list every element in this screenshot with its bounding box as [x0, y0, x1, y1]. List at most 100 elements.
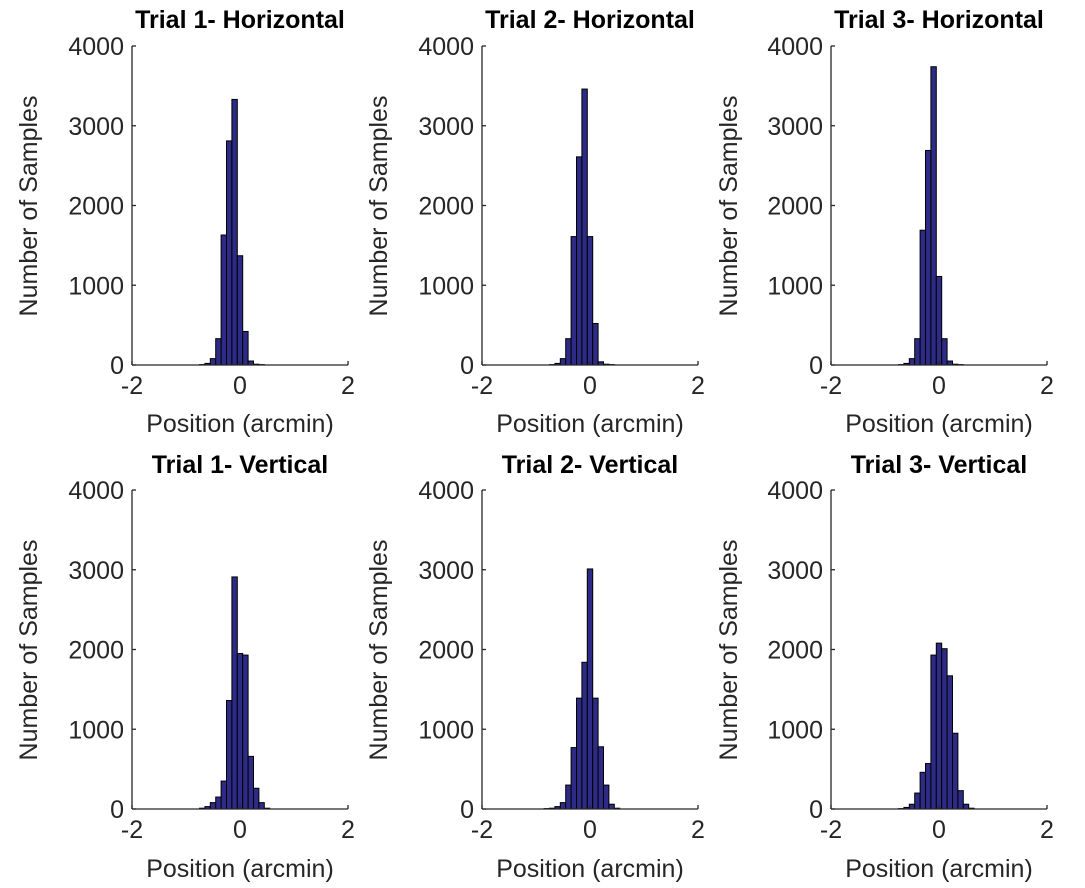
histogram-bar	[941, 338, 948, 366]
y-tick-label: 2000	[767, 637, 823, 665]
histogram-bar	[565, 338, 572, 366]
y-tick-label: 4000	[418, 33, 474, 61]
histogram-bar	[608, 803, 615, 810]
x-tick-label: 0	[583, 372, 597, 400]
y-tick-label: 1000	[418, 272, 474, 300]
histogram-bar	[581, 88, 588, 366]
x-axis-label: Position (arcmin)	[845, 410, 1033, 438]
y-tick-label: 0	[110, 352, 124, 380]
x-tick-label: -2	[820, 816, 842, 844]
y-tick-label: 4000	[68, 477, 124, 505]
y-tick-label: 3000	[418, 557, 474, 585]
y-tick-label: 3000	[418, 113, 474, 141]
histogram-bar	[946, 675, 953, 810]
y-tick-label: 2000	[68, 193, 124, 221]
x-tick-label: 2	[341, 816, 355, 844]
histogram-bar	[586, 568, 594, 810]
histogram-bar	[570, 236, 577, 366]
histogram-bar	[930, 654, 937, 810]
y-tick-label: 1000	[68, 716, 124, 744]
y-tick-label: 1000	[767, 272, 823, 300]
histogram-bar	[952, 732, 959, 810]
y-tick-label: 4000	[767, 477, 823, 505]
panel-title: Trial 1- Vertical	[152, 451, 329, 479]
histogram-bar	[231, 98, 238, 366]
histogram-bar	[908, 803, 916, 810]
y-tick-label: 0	[809, 796, 823, 824]
histogram-bar	[930, 66, 937, 366]
y-tick-label: 2000	[418, 637, 474, 665]
histogram-bar	[957, 790, 964, 810]
y-tick-label: 1000	[418, 716, 474, 744]
x-tick-label: -2	[471, 372, 493, 400]
y-axis-label: Number of Samples	[715, 540, 743, 761]
x-tick-label: -2	[820, 372, 842, 400]
x-tick-label: 0	[233, 816, 247, 844]
panel-title: Trial 2- Vertical	[502, 451, 679, 479]
histogram-bar	[581, 661, 588, 810]
histogram-bar	[925, 149, 932, 366]
x-axis-label: Position (arcmin)	[496, 410, 684, 438]
histogram-bar	[559, 802, 567, 810]
histogram-bar	[919, 229, 926, 366]
histogram-bar	[215, 338, 222, 366]
histogram-bar	[908, 358, 916, 366]
y-tick-label: 2000	[418, 193, 474, 221]
histogram-bar	[253, 787, 260, 810]
y-tick-label: 2000	[767, 193, 823, 221]
histogram-bar	[592, 323, 599, 366]
x-tick-label: -2	[121, 372, 143, 400]
histogram-bar	[559, 358, 567, 366]
x-tick-label: 0	[932, 816, 946, 844]
histogram-bar	[236, 255, 244, 366]
x-axis-label: Position (arcmin)	[146, 410, 334, 438]
histogram-bar	[941, 648, 948, 810]
x-axis-label: Position (arcmin)	[146, 855, 334, 883]
y-axis-label: Number of Samples	[365, 540, 393, 761]
histogram-bar	[226, 140, 233, 366]
x-tick-label: -2	[471, 816, 493, 844]
histogram-bar	[242, 654, 249, 810]
y-axis-label: Number of Samples	[715, 96, 743, 317]
histogram-bar	[586, 236, 594, 366]
y-tick-label: 4000	[68, 33, 124, 61]
histogram-bar	[258, 802, 265, 810]
histogram-bar	[597, 746, 604, 810]
y-axis-label: Number of Samples	[15, 540, 43, 761]
histogram-bar	[919, 771, 926, 810]
histogram-bar	[220, 780, 228, 810]
y-axis-label: Number of Samples	[365, 96, 393, 317]
histogram-bar	[603, 784, 610, 810]
histogram-bar	[935, 642, 943, 810]
histogram-bar	[962, 803, 970, 810]
histogram-bar	[925, 763, 932, 810]
histogram-bar	[570, 747, 577, 810]
x-tick-label: 2	[1040, 372, 1054, 400]
histogram-bar	[914, 338, 921, 366]
histogram-bar	[226, 700, 233, 810]
panel-title: Trial 1- Horizontal	[135, 6, 345, 34]
x-tick-label: 2	[341, 372, 355, 400]
panel-title: Trial 3- Vertical	[851, 451, 1028, 479]
x-tick-label: 2	[691, 816, 705, 844]
histogram-bar	[576, 697, 583, 810]
y-tick-label: 2000	[68, 637, 124, 665]
histogram-bar	[236, 652, 244, 810]
histogram-bar	[565, 784, 572, 810]
panel-trial3-vertical: Trial 3- Vertical Position (arcmin) Numb…	[715, 451, 1054, 883]
y-tick-label: 1000	[767, 716, 823, 744]
panel-trial2-horizontal: Trial 2- Horizontal Position (arcmin) Nu…	[365, 6, 705, 438]
histogram-bar	[220, 234, 228, 366]
x-tick-label: 0	[233, 372, 247, 400]
x-tick-label: 2	[691, 372, 705, 400]
y-tick-label: 1000	[68, 272, 124, 300]
histogram-bar	[209, 358, 217, 366]
y-axis-label: Number of Samples	[15, 96, 43, 317]
panel-trial2-vertical: Trial 2- Vertical Position (arcmin) Numb…	[365, 451, 705, 883]
y-tick-label: 3000	[767, 557, 823, 585]
y-tick-label: 0	[460, 796, 474, 824]
panel-title: Trial 2- Horizontal	[485, 6, 695, 34]
y-tick-label: 0	[110, 796, 124, 824]
y-tick-label: 0	[460, 352, 474, 380]
